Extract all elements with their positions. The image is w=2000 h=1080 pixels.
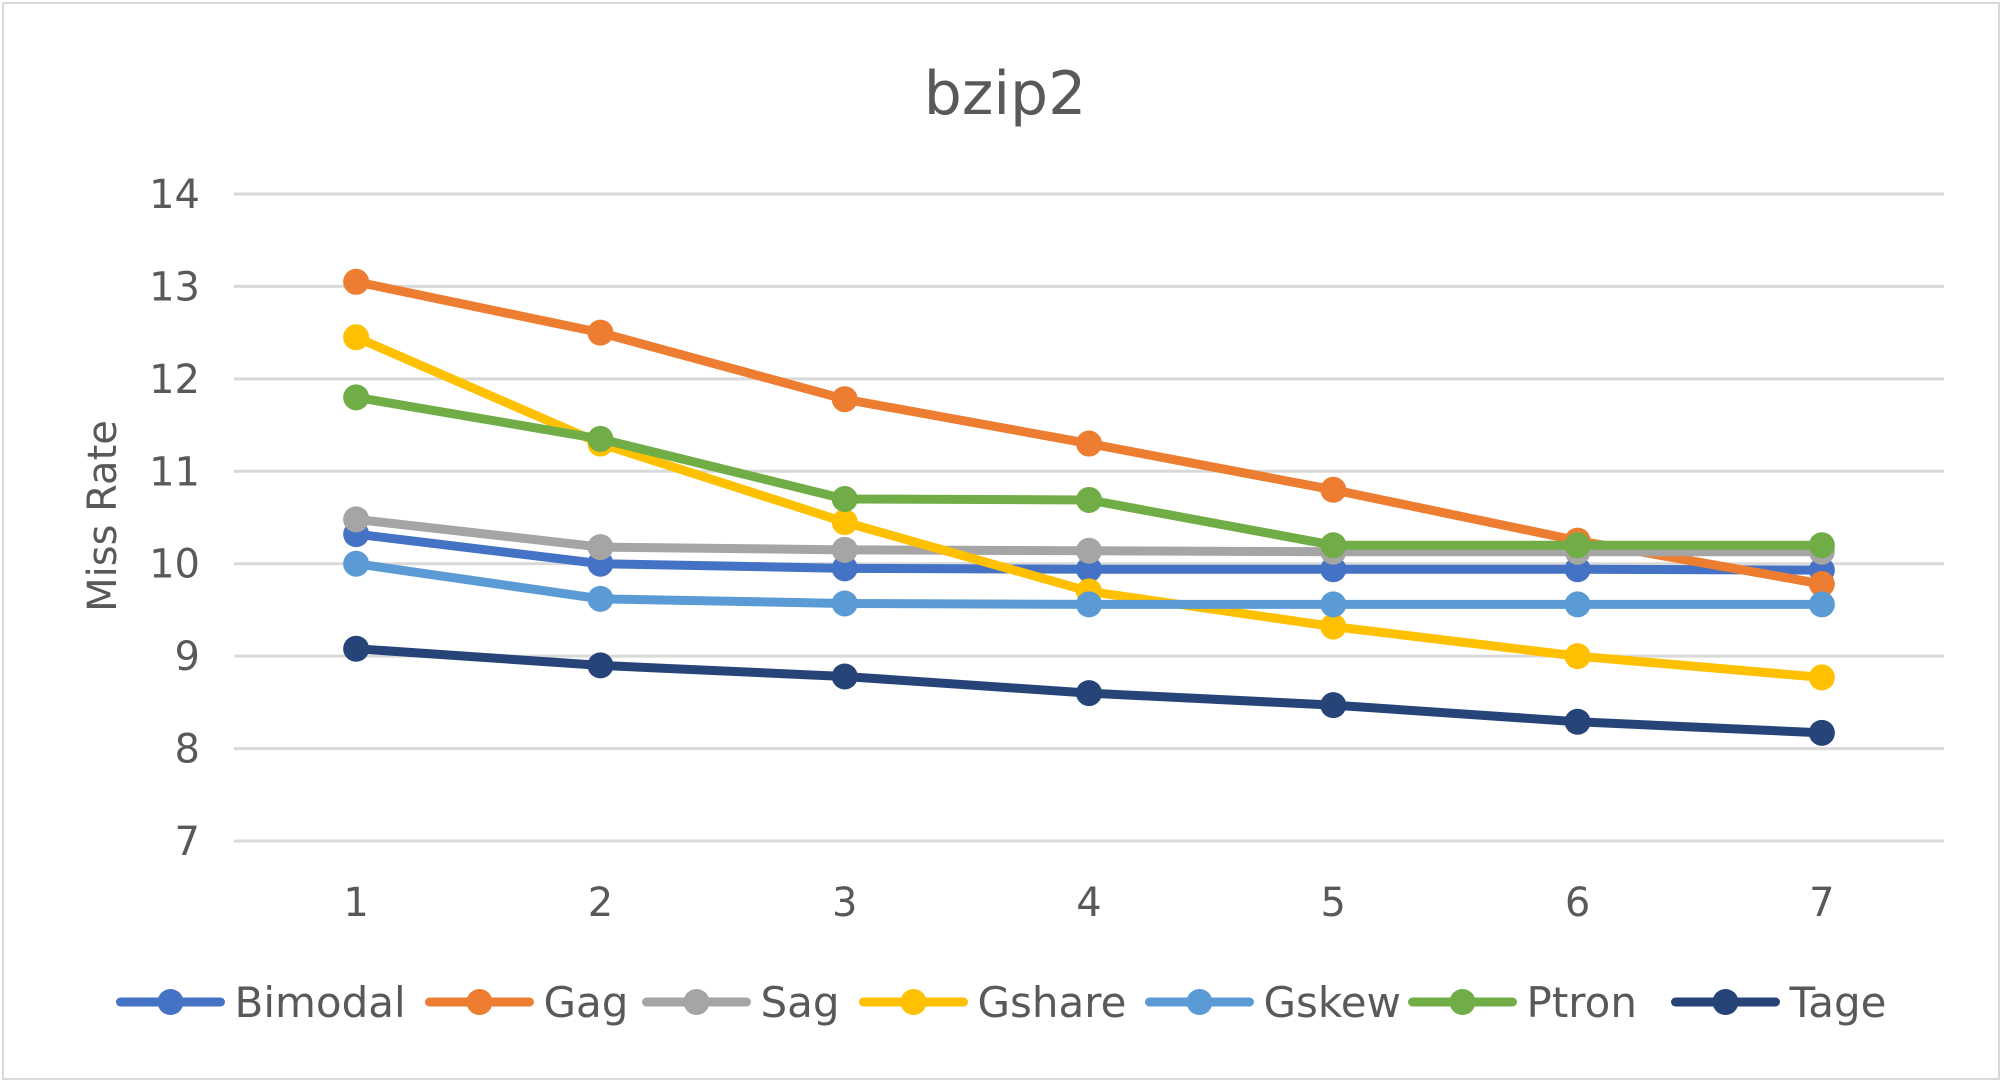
data-point xyxy=(831,663,858,690)
gridlines xyxy=(234,192,1944,843)
data-point xyxy=(1564,643,1591,670)
data-point xyxy=(343,550,370,577)
y-tick-label: 14 xyxy=(149,172,200,218)
data-point xyxy=(587,585,614,612)
data-point xyxy=(1320,692,1347,719)
y-axis-ticks: 7 8 9 10 11 12 13 14 xyxy=(149,172,200,865)
x-tick-label: 2 xyxy=(588,880,613,926)
data-point xyxy=(831,486,858,513)
legend-label: Bimodal xyxy=(235,978,406,1027)
x-tick-label: 4 xyxy=(1076,880,1101,926)
x-axis-ticks: 1 2 3 4 5 6 7 xyxy=(343,880,1834,926)
legend-marker xyxy=(1186,989,1213,1015)
legend-item-ptron[interactable]: Ptron xyxy=(1408,978,1637,1027)
legend-label: Gshare xyxy=(978,978,1127,1027)
x-tick-label: 5 xyxy=(1321,880,1346,926)
data-point xyxy=(1808,532,1835,559)
data-point xyxy=(343,324,370,351)
data-point xyxy=(1808,664,1835,691)
data-point xyxy=(587,425,614,452)
y-tick-label: 9 xyxy=(175,634,200,680)
series-gskew xyxy=(343,550,1835,618)
data-point xyxy=(831,536,858,563)
x-tick-label: 6 xyxy=(1565,880,1590,926)
data-point xyxy=(831,555,858,582)
y-tick-label: 10 xyxy=(149,542,200,588)
data-point xyxy=(1320,591,1347,618)
data-point xyxy=(1320,613,1347,640)
legend-marker xyxy=(157,989,184,1015)
data-point xyxy=(1076,537,1102,564)
y-tick-label: 12 xyxy=(149,357,200,403)
legend-label: Ptron xyxy=(1527,978,1637,1027)
data-point xyxy=(1076,591,1102,618)
legend-marker xyxy=(900,989,927,1015)
data-point xyxy=(1564,708,1591,735)
data-point xyxy=(1076,486,1102,513)
data-point xyxy=(343,268,370,295)
data-point xyxy=(1076,430,1102,457)
y-tick-label: 7 xyxy=(175,819,200,865)
legend-marker xyxy=(1712,989,1739,1015)
data-point xyxy=(1808,719,1835,746)
legend: Bimodal Gag Sag Gshare Gskew Ptron Tage xyxy=(116,978,1887,1027)
data-point xyxy=(831,386,858,413)
data-point xyxy=(587,534,614,561)
data-point xyxy=(1808,591,1835,618)
y-tick-label: 11 xyxy=(149,449,200,495)
data-point xyxy=(1564,532,1591,559)
data-point xyxy=(831,590,858,617)
legend-item-bimodal[interactable]: Bimodal xyxy=(116,978,406,1027)
data-point xyxy=(831,509,858,536)
legend-item-tage[interactable]: Tage xyxy=(1671,978,1887,1027)
legend-marker xyxy=(683,989,710,1015)
data-point xyxy=(1564,591,1591,618)
data-point xyxy=(587,319,614,346)
y-axis-label: Miss Rate xyxy=(80,420,126,612)
series-lines xyxy=(343,268,1835,746)
data-point xyxy=(1076,556,1102,583)
legend-label: Gskew xyxy=(1264,978,1401,1027)
x-tick-label: 3 xyxy=(832,880,857,926)
data-point xyxy=(1320,476,1347,503)
y-tick-label: 8 xyxy=(175,727,200,773)
legend-label: Tage xyxy=(1789,978,1887,1027)
legend-item-gshare[interactable]: Gshare xyxy=(859,978,1127,1027)
legend-item-gag[interactable]: Gag xyxy=(425,978,629,1027)
chart-title: bzip2 xyxy=(924,59,1087,129)
data-point xyxy=(1808,571,1835,598)
series-tage xyxy=(343,635,1835,746)
data-point xyxy=(343,635,370,662)
data-point xyxy=(343,384,370,411)
y-tick-label: 13 xyxy=(149,264,200,310)
x-tick-label: 1 xyxy=(343,880,368,926)
data-point xyxy=(1320,532,1347,559)
legend-label: Gag xyxy=(544,978,629,1027)
legend-item-gskew[interactable]: Gskew xyxy=(1145,978,1401,1027)
data-point xyxy=(343,506,370,533)
legend-item-sag[interactable]: Sag xyxy=(642,978,840,1027)
legend-label: Sag xyxy=(761,978,840,1027)
series-ptron xyxy=(343,384,1835,559)
data-point xyxy=(1076,680,1102,707)
legend-marker xyxy=(1449,989,1476,1015)
x-tick-label: 7 xyxy=(1809,880,1834,926)
legend-marker xyxy=(466,989,493,1015)
data-point xyxy=(587,652,614,679)
